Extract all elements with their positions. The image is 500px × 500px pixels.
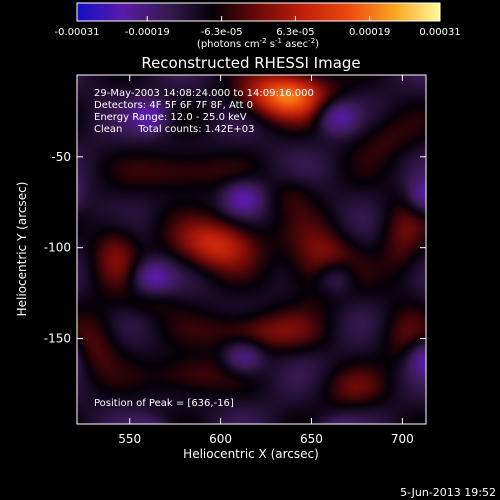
- colorbar-tick-label: 6.3e-05: [276, 27, 314, 38]
- colorbar-tick-label: 0.00019: [349, 27, 390, 38]
- footer-timestamp: 5-Jun-2013 19:52: [400, 486, 496, 499]
- heatmap-image: [77, 75, 426, 424]
- colorbar-ticks: [76, 16, 441, 21]
- y-axis-label: Heliocentric Y (arcsec): [15, 182, 29, 317]
- annotation-clean-counts: Clean Total counts: 1.42E+03: [94, 124, 254, 135]
- x-axis-ticks: 550 600 650 700: [118, 75, 414, 446]
- heatmap-area: [77, 75, 426, 424]
- colorbar-tick-label: -6.3e-05: [201, 27, 243, 38]
- chart-title: Reconstructed RHESSI Image: [141, 54, 360, 72]
- annotation-energy-range: Energy Range: 12.0 - 25.0 keV: [94, 112, 247, 123]
- y-tick-label: -100: [44, 241, 71, 255]
- colorbar-units-label: (photons cm-2 s-1 asec-2): [197, 37, 319, 50]
- colorbar-tick-label: -0.00019: [125, 27, 170, 38]
- annotation-time-range: 29-May-2003 14:08:24.000 to 14:09:16.000: [94, 88, 314, 99]
- colorbar-tick-label: 0.00031: [419, 27, 460, 38]
- info-annotations: 29-May-2003 14:08:24.000 to 14:09:16.000…: [94, 88, 314, 135]
- y-tick-label: -150: [44, 332, 71, 346]
- x-tick-label: 550: [118, 432, 141, 446]
- plot-frame: [76, 74, 427, 425]
- x-tick-label: 600: [209, 432, 232, 446]
- annotation-detectors: Detectors: 4F 5F 6F 7F 8F, Att 0: [94, 100, 253, 111]
- colorbar-tick-label: -0.00031: [55, 27, 100, 38]
- x-tick-label: 650: [300, 432, 323, 446]
- peak-position-label: Position of Peak = [636,-16]: [94, 398, 234, 409]
- colorbar-tick-labels: -0.00031 -0.00019 -6.3e-05 6.3e-05 0.00019 0.…: [55, 27, 461, 38]
- x-tick-label: 700: [391, 432, 414, 446]
- x-axis-label: Heliocentric X (arcsec): [183, 447, 319, 461]
- y-axis-ticks: -50 -100 -150: [44, 150, 426, 346]
- y-tick-label: -50: [51, 150, 71, 164]
- colorbar: [76, 2, 441, 22]
